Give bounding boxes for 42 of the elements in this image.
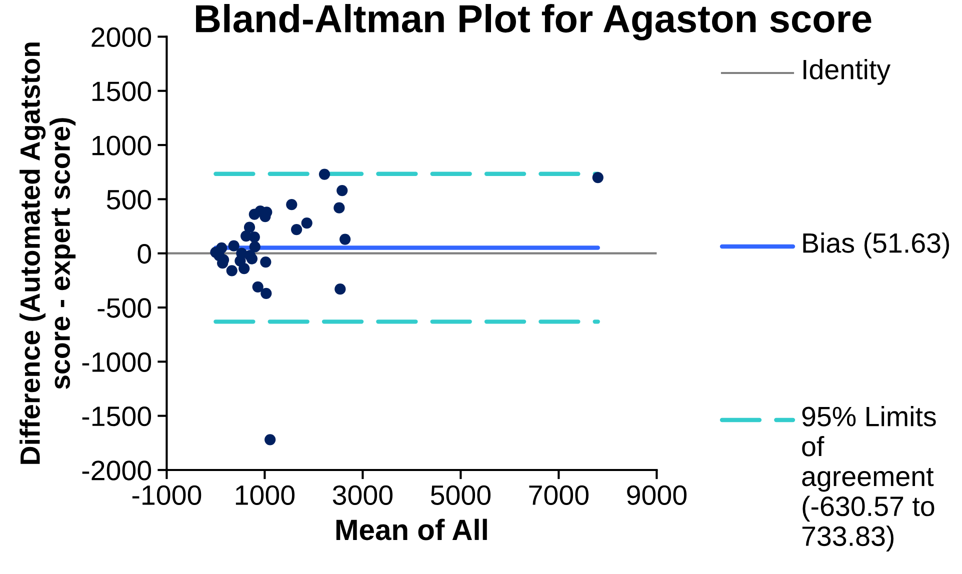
point <box>264 434 276 446</box>
point <box>260 256 272 268</box>
point <box>238 262 250 274</box>
point <box>246 253 258 264</box>
point <box>228 240 240 252</box>
point <box>248 208 260 220</box>
legend-label: 95% Limits of agreement (-630.57 to 733.83) <box>802 406 936 552</box>
x-tick-label: 7000 <box>529 485 589 505</box>
y-tick-label: 500 <box>106 190 152 210</box>
legend-label: Identity <box>804 59 891 85</box>
y-tick-label: -1500 <box>82 406 152 426</box>
point <box>260 288 272 299</box>
y-tick-label: 1000 <box>92 136 152 156</box>
point <box>334 202 345 214</box>
x-tick-label: 5000 <box>430 485 491 505</box>
chart-title: Bland-Altman Plot for Agaston score <box>196 4 872 40</box>
y-tick-label: -500 <box>98 298 152 318</box>
x-tick-label: 1000 <box>236 485 295 505</box>
point <box>286 199 298 210</box>
point <box>318 168 330 180</box>
point <box>340 234 351 245</box>
y-tick-label: 2000 <box>92 27 152 48</box>
point <box>290 224 302 236</box>
y-axis-title: Difference (Automated Agatston score - expert score) <box>20 42 76 464</box>
point <box>336 184 348 196</box>
point <box>301 217 312 229</box>
y-tick-label: -1000 <box>82 352 152 372</box>
point <box>334 284 346 295</box>
x-tick-label: 9000 <box>627 485 687 505</box>
point <box>592 172 604 184</box>
y-tick-label: 0 <box>138 244 152 264</box>
x-tick-label: 3000 <box>332 485 393 505</box>
point <box>248 232 260 243</box>
y-tick-label: -2000 <box>82 460 152 480</box>
point <box>249 241 260 252</box>
x-tick-label: -1000 <box>132 485 202 505</box>
x-axis-title: Mean of All <box>336 518 487 540</box>
point <box>244 222 256 233</box>
legend-label: Bias (51.63) <box>803 232 950 258</box>
point <box>252 281 264 292</box>
point <box>226 265 238 276</box>
y-tick-label: 1500 <box>92 82 152 102</box>
